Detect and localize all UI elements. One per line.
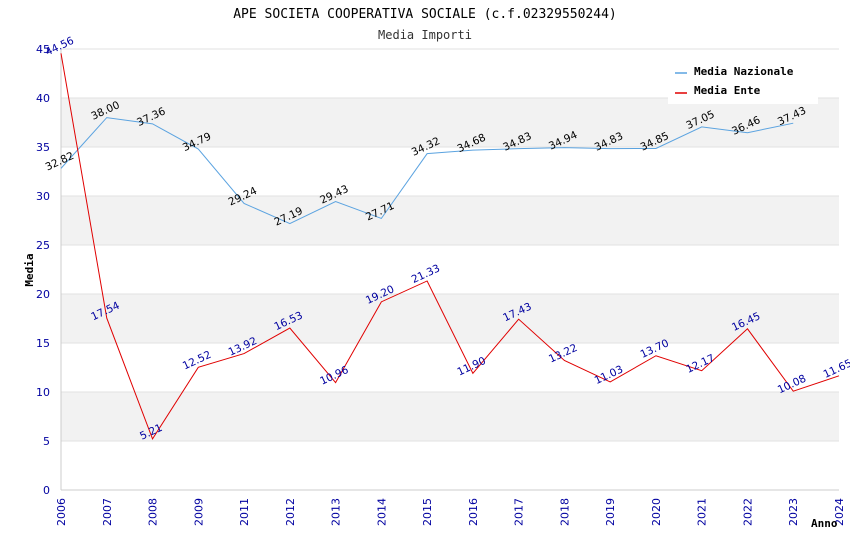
grid-band: [61, 98, 839, 147]
grid-bands: [61, 98, 839, 441]
x-tick-label: 2024: [833, 498, 846, 526]
x-tick-label: 2011: [238, 498, 251, 526]
y-tick-label: 45: [36, 43, 50, 56]
series-line-media-ente: [60, 53, 840, 441]
gridlines: [61, 48, 839, 442]
series-group: [60, 53, 840, 441]
chart-subtitle: Media Importi: [378, 28, 472, 42]
x-tick-label: 2008: [147, 498, 160, 526]
data-label-media-ente: 21.33: [410, 262, 442, 286]
y-axis-ticks: 0 5 10 15 20 25 30 35 40 45: [36, 43, 50, 497]
grid-band: [61, 196, 839, 245]
data-label-media-ente: 12.17: [684, 352, 716, 376]
y-tick-label: 15: [36, 337, 50, 350]
grid-band: [61, 294, 839, 343]
y-tick-label: 25: [36, 239, 50, 252]
legend-background: [668, 60, 818, 104]
x-tick-label: 2009: [192, 498, 205, 526]
x-tick-label: 2016: [467, 498, 480, 526]
data-label-media-ente: 44.56: [44, 35, 77, 59]
x-tick-label: 2013: [330, 498, 343, 526]
x-axis-ticks: 2006 2007 2008 2009 2011 2012 2013 2014 2015 2016…: [55, 498, 846, 526]
x-tick-label: 2006: [55, 498, 68, 526]
x-tick-label: 2022: [741, 498, 754, 526]
legend-label-media-ente: Media Ente: [694, 84, 761, 97]
x-tick-label: 2015: [421, 498, 434, 526]
x-tick-label: 2018: [558, 498, 571, 526]
y-tick-label: 10: [36, 386, 50, 399]
grid-band: [61, 392, 839, 441]
x-axis-label: Anno: [811, 517, 838, 530]
y-tick-label: 35: [36, 141, 50, 154]
x-tick-label: 2012: [284, 498, 297, 526]
x-tick-label: 2017: [513, 498, 526, 526]
legend-label-media-nazionale: Media Nazionale: [694, 65, 794, 78]
y-tick-label: 30: [36, 190, 50, 203]
y-tick-label: 0: [43, 484, 50, 497]
chart-title: APE SOCIETA COOPERATIVA SOCIALE (c.f.023…: [233, 7, 617, 22]
series-line-media-nazionale: [60, 117, 794, 225]
x-tick-label: 2007: [101, 498, 114, 526]
y-tick-label: 40: [36, 92, 50, 105]
y-tick-label: 5: [43, 435, 50, 448]
axes: [60, 49, 839, 491]
x-tick-label: 2023: [787, 498, 800, 526]
legend: Media Nazionale Media Ente: [668, 60, 818, 104]
data-label-media-ente: 11.03: [593, 363, 625, 387]
data-label-media-ente: 11.90: [455, 355, 487, 379]
y-axis-label: Media: [23, 253, 36, 286]
x-tick-label: 2014: [375, 498, 388, 526]
x-tick-label: 2020: [650, 498, 663, 526]
x-tick-label: 2019: [604, 498, 617, 526]
x-tick-label: 2021: [696, 498, 709, 526]
data-label-media-ente: 13.22: [547, 342, 579, 366]
y-tick-label: 20: [36, 288, 50, 301]
